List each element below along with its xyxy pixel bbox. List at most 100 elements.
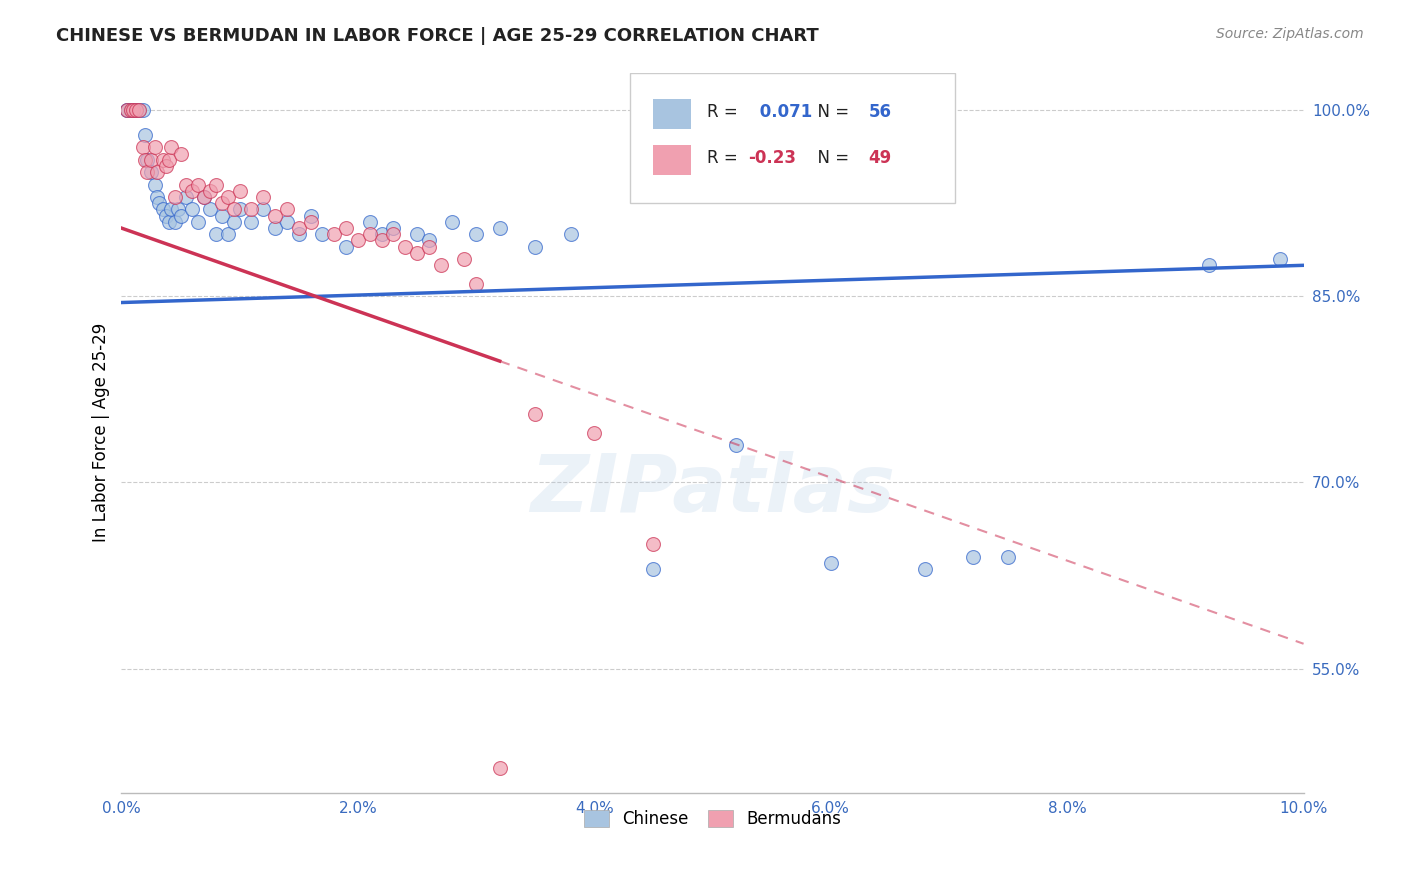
Point	[287, 221, 309, 235]
Point	[643, 562, 665, 576]
Point	[143, 178, 166, 192]
Point	[299, 215, 322, 229]
Point	[465, 227, 488, 242]
Point	[132, 103, 155, 118]
Point	[160, 140, 183, 154]
Point	[429, 258, 451, 272]
Point	[370, 227, 392, 242]
Point	[725, 438, 748, 452]
Point	[311, 227, 333, 242]
Point	[441, 215, 464, 229]
Point	[240, 202, 263, 217]
Point	[524, 240, 547, 254]
Point	[323, 227, 346, 242]
Point	[524, 407, 547, 421]
Point	[382, 221, 405, 235]
Point	[169, 209, 191, 223]
Point	[169, 146, 191, 161]
Point	[359, 227, 381, 242]
Point	[176, 190, 198, 204]
Point	[167, 202, 190, 217]
Point	[132, 140, 155, 154]
Point	[222, 202, 245, 217]
Point	[134, 153, 156, 167]
Point	[122, 103, 145, 118]
Point	[193, 190, 215, 204]
Point	[583, 425, 606, 440]
Text: 56: 56	[869, 103, 891, 120]
Point	[276, 215, 298, 229]
FancyBboxPatch shape	[630, 73, 955, 202]
Point	[406, 227, 429, 242]
Point	[120, 103, 142, 118]
Point	[222, 215, 245, 229]
Point	[155, 209, 177, 223]
Point	[124, 103, 146, 118]
Point	[252, 190, 274, 204]
Point	[157, 215, 180, 229]
Point	[643, 537, 665, 551]
Point	[228, 202, 250, 217]
Point	[820, 556, 842, 570]
Point	[299, 209, 322, 223]
Point	[139, 165, 162, 179]
Point	[240, 215, 263, 229]
Text: -0.23: -0.23	[748, 149, 796, 167]
Point	[1268, 252, 1291, 266]
Point	[198, 202, 221, 217]
Point	[962, 549, 984, 564]
Point	[160, 202, 183, 217]
Point	[155, 159, 177, 173]
Point	[198, 184, 221, 198]
Point	[335, 221, 357, 235]
Text: ZIPatlas: ZIPatlas	[530, 451, 896, 529]
Point	[187, 178, 209, 192]
Point	[148, 196, 170, 211]
Point	[152, 202, 174, 217]
Point	[488, 221, 510, 235]
Point	[418, 234, 440, 248]
Text: N =: N =	[807, 103, 855, 120]
Point	[181, 184, 204, 198]
Point	[146, 190, 169, 204]
Point	[394, 240, 416, 254]
Point	[370, 234, 392, 248]
Text: R =: R =	[707, 103, 742, 120]
Point	[205, 178, 228, 192]
Point	[157, 153, 180, 167]
Point	[453, 252, 475, 266]
Point	[193, 190, 215, 204]
Point	[163, 190, 186, 204]
Point	[211, 196, 233, 211]
Point	[347, 234, 370, 248]
Point	[1198, 258, 1220, 272]
Point	[124, 103, 146, 118]
Point	[997, 549, 1019, 564]
Point	[217, 190, 239, 204]
Text: 0.071: 0.071	[754, 103, 813, 120]
Point	[139, 153, 162, 167]
Point	[382, 227, 405, 242]
Point	[122, 103, 145, 118]
Point	[152, 153, 174, 167]
Point	[187, 215, 209, 229]
Point	[117, 103, 139, 118]
Point	[418, 240, 440, 254]
Point	[560, 227, 582, 242]
Point	[143, 140, 166, 154]
FancyBboxPatch shape	[654, 145, 692, 175]
Point	[287, 227, 309, 242]
Text: R =: R =	[707, 149, 742, 167]
Text: CHINESE VS BERMUDAN IN LABOR FORCE | AGE 25-29 CORRELATION CHART: CHINESE VS BERMUDAN IN LABOR FORCE | AGE…	[56, 27, 818, 45]
Point	[146, 165, 169, 179]
Point	[120, 103, 142, 118]
Point	[276, 202, 298, 217]
Point	[252, 202, 274, 217]
Point	[359, 215, 381, 229]
Point	[488, 761, 510, 775]
Point	[228, 184, 250, 198]
Point	[117, 103, 139, 118]
Point	[211, 209, 233, 223]
Point	[217, 227, 239, 242]
Point	[136, 153, 159, 167]
